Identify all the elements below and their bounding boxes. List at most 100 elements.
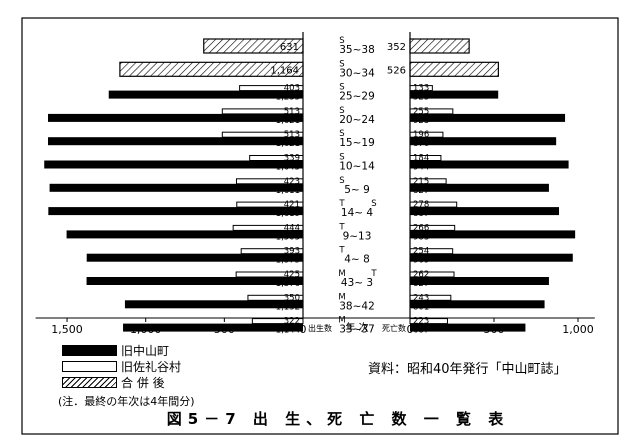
period-label-3: 20~24 bbox=[339, 114, 375, 126]
bar-death-merged-1 bbox=[409, 61, 499, 77]
figure-caption: 図5－7 出 生、死 亡 数 一 覧 表 bbox=[166, 410, 510, 428]
bar-birth-town-10 bbox=[86, 277, 303, 285]
era-mark-2: S bbox=[339, 83, 344, 93]
period-label-8: 9~13 bbox=[343, 230, 372, 242]
label-death-town-4: 870 bbox=[413, 139, 429, 149]
period-label-9: 4~ 8 bbox=[344, 254, 370, 266]
center-axis-title: 年 次 bbox=[345, 321, 368, 334]
bar-death-town-10 bbox=[410, 277, 549, 285]
period-label-0: 35~38 bbox=[339, 44, 375, 56]
right-tick-label-1: 500 bbox=[484, 323, 505, 336]
label-birth-village-12: 322 bbox=[284, 317, 300, 327]
era-mark-3: S bbox=[339, 106, 344, 116]
right-axis-title: 死亡数 bbox=[382, 323, 406, 333]
label-death-village-5: 184 bbox=[413, 154, 429, 164]
label-birth-town-11: 1,132 bbox=[276, 302, 300, 312]
period-label-1: 30~34 bbox=[339, 67, 375, 79]
label-death-town-2: 525 bbox=[413, 93, 429, 103]
period-label-11: 38~42 bbox=[339, 300, 375, 312]
era-mark-6: S bbox=[339, 176, 344, 186]
legend-swatch-outline bbox=[62, 360, 117, 372]
source-note: 資料：昭和40年発行「中山町誌」 bbox=[368, 362, 567, 377]
period-label-4: 15~19 bbox=[339, 137, 375, 149]
era-mark-10: M bbox=[338, 269, 345, 279]
bar-birth-town-6 bbox=[49, 183, 304, 192]
bar-death-town-4 bbox=[410, 137, 557, 146]
label-death-village-12: 223 bbox=[413, 317, 429, 327]
label-birth-village-4: 513 bbox=[284, 130, 300, 140]
left-tick-label-3: 0 bbox=[300, 323, 307, 336]
label-birth-village-3: 513 bbox=[284, 107, 300, 117]
legend-label-outline: 旧佐礼谷村 bbox=[121, 359, 182, 374]
period-label-2: 25~29 bbox=[339, 91, 375, 103]
era-mark-4: S bbox=[339, 129, 344, 139]
label-birth-town-10: 1,376 bbox=[276, 279, 300, 289]
label-death-town-11: 801 bbox=[413, 302, 429, 312]
bar-birth-town-11 bbox=[124, 300, 303, 309]
label-death-town-7: 887 bbox=[413, 209, 429, 219]
label-death-1: 526 bbox=[387, 65, 406, 76]
bar-birth-town-8 bbox=[66, 230, 304, 239]
left-axis-title: 出生数 bbox=[308, 323, 332, 333]
label-death-village-9: 254 bbox=[413, 247, 429, 257]
label-birth-town-3: 1,621 bbox=[276, 116, 300, 126]
legend-swatch-solid bbox=[62, 344, 117, 356]
bar-death-town-9 bbox=[410, 253, 573, 262]
era-mark-7: T bbox=[338, 199, 345, 209]
label-death-village-3: 255 bbox=[413, 107, 429, 117]
outer-border bbox=[21, 17, 619, 435]
bar-death-town-11 bbox=[410, 300, 545, 309]
label-birth-village-9: 393 bbox=[284, 247, 300, 257]
label-birth-village-7: 421 bbox=[284, 200, 300, 210]
bar-death-town-8 bbox=[410, 230, 576, 239]
label-birth-town-9: 1,375 bbox=[276, 256, 300, 266]
right-tick-label-0: 0 bbox=[407, 323, 414, 336]
label-birth-town-6: 1,611 bbox=[276, 186, 300, 196]
label-birth-0: 631 bbox=[280, 42, 299, 53]
label-death-village-2: 133 bbox=[413, 84, 429, 94]
legend-item-hatch: 合 併 後 bbox=[62, 375, 165, 390]
bar-birth-town-5 bbox=[44, 160, 303, 169]
right-tick-label-2: 1,000 bbox=[562, 323, 594, 336]
footnote: (注．最終の年次は4年間分) bbox=[58, 395, 195, 408]
label-birth-town-4: 1,621 bbox=[276, 139, 300, 149]
label-birth-town-2: 1,235 bbox=[276, 93, 300, 103]
bar-death-town-7 bbox=[410, 207, 560, 216]
era-mark-0: S bbox=[339, 36, 344, 46]
legend-label-hatch: 合 併 後 bbox=[121, 375, 165, 390]
label-birth-village-5: 339 bbox=[284, 154, 300, 164]
bar-death-town-5 bbox=[410, 160, 569, 169]
label-death-town-12: 687 bbox=[413, 326, 429, 336]
label-death-village-6: 215 bbox=[413, 177, 429, 187]
bar-death-merged-0 bbox=[409, 38, 470, 54]
era-mark-b-7: S bbox=[371, 199, 376, 209]
label-death-town-10: 827 bbox=[413, 279, 429, 289]
left-tick-label-2: 500 bbox=[214, 323, 235, 336]
label-birth-village-2: 403 bbox=[284, 84, 300, 94]
label-birth-village-10: 425 bbox=[284, 270, 300, 280]
bar-birth-town-4 bbox=[48, 137, 304, 146]
label-death-village-4: 196 bbox=[413, 130, 429, 140]
period-label-6: 5~ 9 bbox=[344, 184, 370, 196]
bar-death-town-2 bbox=[410, 90, 499, 99]
bar-death-town-12 bbox=[410, 323, 526, 332]
era-mark-8: T bbox=[338, 222, 345, 232]
period-label-5: 10~14 bbox=[339, 161, 375, 173]
legend-item-solid: 旧中山町 bbox=[62, 343, 170, 358]
left-tick-label-0: 1,500 bbox=[51, 323, 83, 336]
bar-birth-town-3 bbox=[48, 113, 304, 122]
bar-death-town-3 bbox=[410, 113, 566, 122]
bar-birth-town-7 bbox=[48, 207, 303, 216]
legend-swatch-hatch bbox=[62, 376, 117, 388]
label-birth-village-6: 423 bbox=[284, 177, 300, 187]
label-birth-1: 1,164 bbox=[270, 65, 299, 76]
label-death-town-5: 944 bbox=[413, 163, 429, 173]
label-birth-village-11: 350 bbox=[284, 293, 300, 303]
label-death-village-7: 278 bbox=[413, 200, 429, 210]
legend-label-solid: 旧中山町 bbox=[121, 343, 170, 358]
period-label-12: 33~37 bbox=[339, 324, 375, 336]
label-death-village-8: 266 bbox=[413, 223, 429, 233]
era-mark-1: S bbox=[339, 59, 344, 69]
